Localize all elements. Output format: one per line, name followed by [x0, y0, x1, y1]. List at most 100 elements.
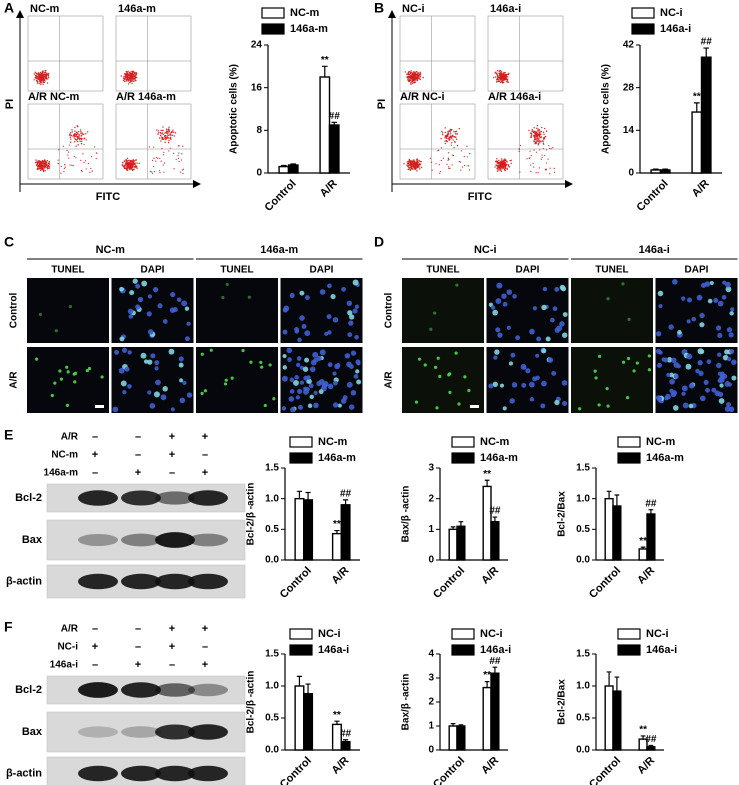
cell	[726, 357, 732, 362]
dot	[538, 135, 541, 137]
dot	[167, 130, 169, 133]
dot	[157, 133, 159, 135]
dot	[407, 78, 409, 80]
bar	[278, 165, 290, 174]
cell	[508, 361, 513, 366]
treatment-sign: –	[92, 623, 98, 635]
cell	[127, 350, 132, 355]
y-tick-label: 8	[256, 125, 262, 136]
dot	[161, 136, 163, 138]
cell	[260, 365, 264, 369]
y-tick-label: 1	[428, 524, 434, 535]
cell	[701, 282, 707, 288]
legend-swatch	[289, 628, 313, 640]
dot	[38, 165, 40, 168]
dot	[48, 165, 51, 168]
cell	[438, 374, 442, 378]
y-tick-label: 0	[628, 168, 634, 179]
dot	[411, 160, 413, 162]
dot	[497, 169, 499, 171]
dots	[494, 124, 556, 175]
cell	[463, 375, 467, 379]
dot	[449, 131, 451, 133]
dot	[535, 172, 537, 174]
y-tick-label: 1.0	[576, 681, 590, 692]
dot	[131, 70, 133, 73]
dot	[452, 154, 455, 157]
dot	[444, 131, 446, 134]
dot	[171, 134, 174, 136]
error-bar	[693, 102, 700, 113]
cell	[685, 363, 692, 370]
cell	[552, 306, 558, 312]
cell	[347, 332, 353, 338]
cell	[341, 286, 346, 292]
dot	[444, 140, 446, 142]
dot	[60, 172, 62, 174]
cell	[671, 357, 677, 364]
dot	[504, 161, 506, 164]
row-label: Control	[384, 293, 395, 329]
dot	[37, 73, 40, 75]
dot	[496, 170, 499, 172]
dot	[127, 163, 129, 165]
cell	[717, 378, 723, 383]
cell	[114, 349, 120, 355]
dot	[160, 160, 162, 162]
dot	[537, 172, 539, 174]
dot	[84, 160, 87, 162]
dot	[412, 78, 415, 80]
cell	[356, 379, 362, 385]
cell	[713, 297, 719, 303]
dot	[45, 69, 47, 72]
cell	[496, 282, 503, 289]
plot-label: 146a-m	[118, 3, 156, 15]
group-header: NC-m	[96, 244, 126, 256]
dot	[537, 130, 539, 132]
cell	[725, 286, 732, 293]
cell	[529, 328, 535, 335]
dot	[412, 79, 414, 81]
treatment-sign: –	[169, 659, 175, 671]
dot	[408, 161, 410, 164]
cell	[719, 383, 724, 388]
dot	[133, 160, 135, 162]
dot	[39, 79, 41, 81]
dot	[454, 130, 456, 133]
x-tick-label: Control	[431, 565, 467, 601]
dot	[133, 168, 135, 170]
dot	[541, 154, 543, 156]
dot	[403, 163, 405, 165]
dot	[519, 171, 521, 173]
y-tick-label: 0.0	[265, 555, 279, 566]
dot	[495, 164, 498, 167]
dot	[413, 166, 415, 168]
dot	[540, 140, 542, 143]
cell	[695, 368, 700, 374]
dot	[84, 137, 86, 139]
cell	[686, 297, 693, 303]
dot	[416, 161, 419, 163]
dot	[73, 133, 76, 135]
dot	[541, 140, 543, 142]
dot	[447, 130, 449, 133]
plot-frame	[487, 15, 564, 92]
cell	[541, 348, 547, 354]
cell	[297, 337, 302, 343]
dot	[409, 77, 412, 79]
cell	[73, 371, 78, 375]
dot	[79, 129, 82, 131]
y-tick-label: 16	[251, 82, 263, 93]
cell	[436, 356, 440, 360]
legend-swatch	[289, 644, 313, 656]
cell	[554, 399, 560, 406]
cell	[179, 397, 186, 404]
dot	[128, 79, 130, 81]
dot	[408, 158, 411, 161]
bar	[604, 497, 614, 561]
dot	[74, 126, 76, 129]
dot	[497, 79, 500, 81]
treatment-sign: +	[169, 449, 175, 461]
plot-label: 146a-i	[490, 3, 521, 15]
cell	[697, 348, 704, 355]
